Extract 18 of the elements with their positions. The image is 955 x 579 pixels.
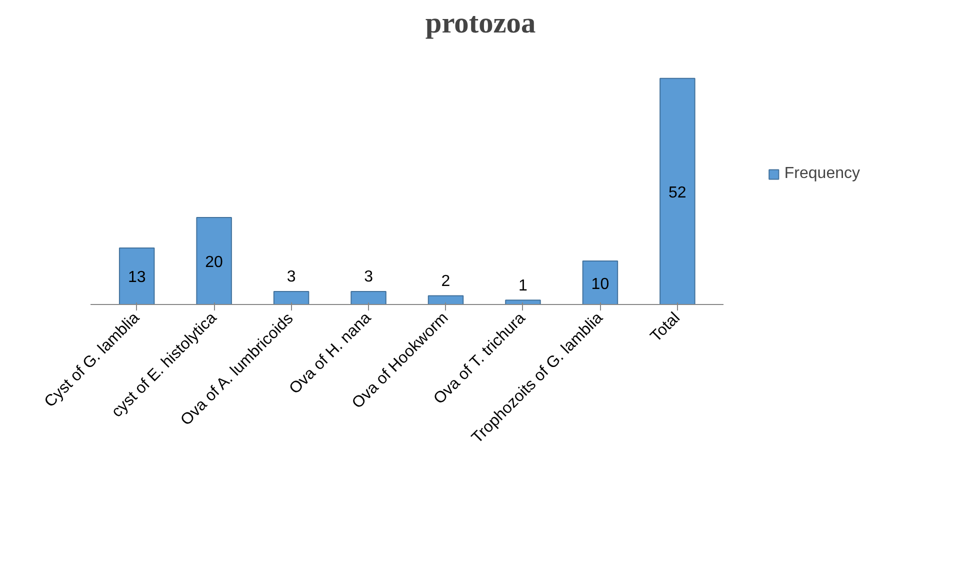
bar	[196, 217, 232, 304]
chart-title: protozoa	[425, 8, 536, 40]
data-label: 13	[128, 269, 146, 286]
bar	[428, 295, 464, 304]
data-label: 1	[518, 277, 528, 294]
legend-label: Frequency	[784, 165, 860, 183]
data-label: 3	[364, 268, 374, 286]
bar	[273, 290, 310, 304]
data-label: 20	[205, 254, 224, 272]
data-label: 3	[286, 268, 296, 286]
data-label: 52	[668, 184, 686, 202]
bar	[505, 300, 541, 304]
bar	[118, 247, 155, 304]
data-label: 2	[441, 272, 450, 290]
bar	[660, 78, 696, 304]
bar	[582, 260, 618, 304]
bar	[350, 290, 386, 304]
data-label: 10	[591, 276, 610, 293]
